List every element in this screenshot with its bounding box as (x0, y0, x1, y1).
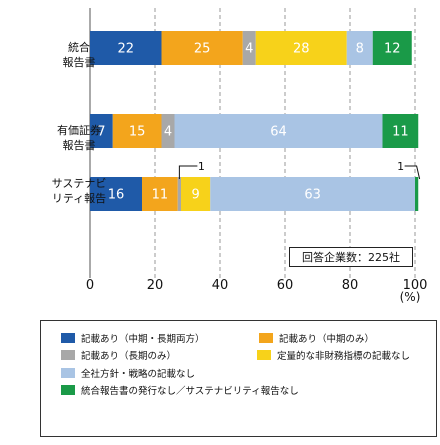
bar-value-label: 7 (97, 125, 105, 140)
x-tick-label: 40 (212, 278, 229, 293)
x-axis-unit: (%) (400, 290, 421, 304)
bar-segment (90, 31, 162, 65)
bar-segment (415, 177, 419, 211)
bar-value-label: 15 (129, 125, 146, 140)
legend-swatch (61, 332, 75, 343)
bar-segment (90, 177, 142, 211)
legend-swatch (61, 367, 75, 378)
category-label-integrated-report: 統合 報告書 (40, 40, 118, 70)
category-label-line1: 有価証券 (57, 124, 101, 137)
bar-value-label: 4 (245, 42, 253, 57)
bar-value-label: 16 (108, 188, 125, 203)
x-tick-label: 100 (403, 278, 428, 293)
bar-value-label: 64 (270, 125, 287, 140)
legend-row: 全社方針・戦略の記載なし (61, 364, 426, 382)
bar-segment (181, 177, 211, 211)
bar-value-label: 4 (164, 125, 172, 140)
bar-segment (210, 177, 415, 211)
bar-segment (161, 114, 175, 148)
category-label-sustainability-report: サステナビ リティ報告 (38, 176, 120, 206)
callout-leader-line (404, 165, 421, 180)
legend-item-no-policy: 全社方針・戦略の記載なし (61, 366, 195, 380)
legend: 記載あり（中期・長期両方） 記載あり（中期のみ） 記載あり（長期のみ） 定量的な… (40, 320, 437, 437)
bar-segment (255, 31, 347, 65)
x-tick-label: 80 (342, 278, 359, 293)
bar-segment (372, 31, 412, 65)
bar-segment (242, 31, 256, 65)
bar-segment (161, 31, 243, 65)
bar-segment (90, 114, 113, 148)
category-label-line2: リティ報告 (51, 192, 107, 205)
category-label-line2: 報告書 (62, 56, 96, 69)
category-label-line2: 報告書 (62, 139, 96, 152)
x-tick-label: 60 (277, 278, 294, 293)
bar-segment (174, 114, 383, 148)
callout-leader-line (178, 165, 198, 179)
x-tick-label: 20 (147, 278, 164, 293)
legend-item-no-quant: 定量的な非財務指標の記載なし (256, 348, 410, 363)
callout-label: 1 (397, 160, 404, 173)
bar-segment (382, 114, 419, 148)
callout-label: 1 (198, 160, 205, 173)
bar-segment (112, 114, 162, 148)
bar-value-label: 8 (356, 42, 364, 57)
legend-item-mid: 記載あり（中期のみ） (259, 331, 374, 345)
legend-swatch (259, 332, 273, 343)
bar-value-label: 9 (191, 188, 199, 203)
legend-row: 記載あり（長期のみ） 定量的な非財務指標の記載なし (61, 347, 426, 365)
bar-value-label: 63 (304, 188, 321, 203)
x-axis-ticks: 0 20 40 60 80 100 (86, 278, 428, 293)
legend-swatch (256, 350, 271, 361)
bar-value-label: 11 (392, 125, 409, 140)
category-label-line1: サステナビ (51, 177, 107, 190)
legend-item-no-report: 統合報告書の発行なし／サステナビリティ報告なし (61, 383, 299, 397)
bar-value-label: 25 (194, 42, 211, 57)
bar-value-label: 22 (117, 42, 134, 57)
category-label-line1: 統合 (68, 41, 90, 54)
legend-label: 記載あり（長期のみ） (81, 351, 177, 363)
bar-segment (346, 31, 373, 65)
x-tick-label: 0 (86, 278, 94, 293)
respondent-count-note: 回答企業数：225社 (289, 247, 413, 267)
legend-label: 記載あり（中期のみ） (279, 333, 375, 345)
category-label-securities-report: 有価証券 報告書 (40, 123, 118, 153)
bar-segment (142, 177, 178, 211)
legend-label: 全社方針・戦略の記載なし (81, 368, 196, 380)
legend-swatch (61, 385, 75, 396)
legend-swatch (61, 350, 75, 361)
legend-label: 定量的な非財務指標の記載なし (276, 351, 410, 363)
legend-item-long: 記載あり（長期のみ） (61, 348, 241, 362)
legend-row: 記載あり（中期・長期両方） 記載あり（中期のみ） (61, 329, 426, 347)
legend-label: 統合報告書の発行なし／サステナビリティ報告なし (81, 386, 299, 398)
bar-value-label: 12 (384, 42, 401, 57)
legend-label: 記載あり（中期・長期両方） (81, 333, 205, 345)
bar-segment (177, 177, 181, 211)
bar-value-label: 28 (293, 42, 310, 57)
legend-item-both: 記載あり（中期・長期両方） (61, 331, 243, 345)
legend-row: 統合報告書の発行なし／サステナビリティ報告なし (61, 382, 426, 400)
bar-value-label: 11 (152, 188, 169, 203)
